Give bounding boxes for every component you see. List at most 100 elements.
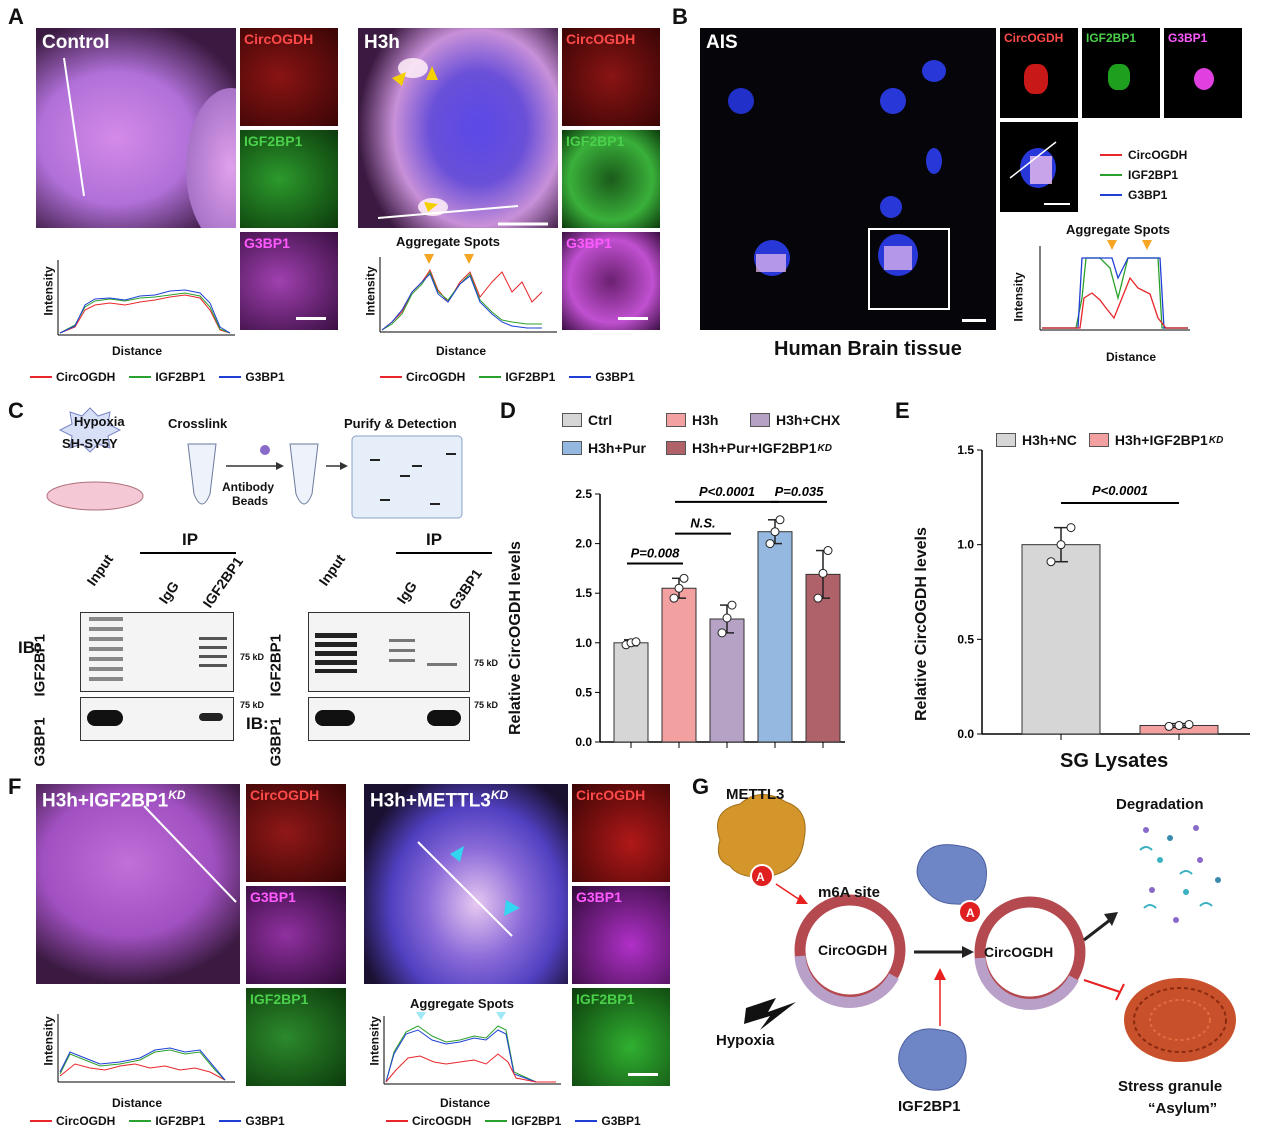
y-tick-label: 1.5 <box>957 443 974 457</box>
channel-label: IGF2BP1 <box>1086 31 1137 45</box>
aggregate-spots-label: Aggregate Spots <box>396 234 501 249</box>
asylum-label: “Asylum” <box>1148 1100 1218 1117</box>
data-point <box>1184 720 1194 730</box>
f-left-title: H3h+IGF2BP1KD <box>42 788 186 812</box>
hypoxia-label: Hypoxia <box>74 414 125 429</box>
channel-label: CircOGDH <box>250 787 320 803</box>
channel-label: G3BP1 <box>244 235 290 251</box>
ip-bracket <box>396 552 492 554</box>
g3bp1-blot-left <box>80 697 234 741</box>
p-value-label: P=0.008 <box>631 545 681 560</box>
panel-e-bar-chart: 0.0 0.5 1.0 1.5 P<0.0001 <box>957 443 1250 741</box>
y-axis-label: Intensity <box>367 1016 382 1066</box>
control-title: Control <box>42 32 110 53</box>
row-label: G3BP1 <box>31 717 49 767</box>
y-axis-label: Relative CircOGDH levels <box>507 541 524 735</box>
y-tick-label: 0.0 <box>957 727 974 741</box>
mw-marker: 75 kD <box>474 700 499 710</box>
igf2bp1-blot-left <box>80 612 234 692</box>
data-point <box>1066 523 1076 533</box>
mettl3-label: METTL3 <box>726 786 785 803</box>
bar <box>613 642 649 743</box>
panel-label-a: A <box>8 4 24 29</box>
channel-label: G3BP1 <box>250 889 296 905</box>
h3h-merge-image: H3h <box>358 28 558 228</box>
antibody-label: Antibody <box>222 480 274 494</box>
channel-label: G3BP1 <box>566 235 612 251</box>
lane-label: IgG <box>155 578 182 607</box>
y-tick-label: 0.5 <box>957 632 974 646</box>
ib-label-right: IB: <box>246 714 269 733</box>
bar <box>757 531 793 743</box>
control-legend: CircOGDH IGF2BP1 G3BP1 <box>30 370 285 384</box>
y-tick-label: 2.5 <box>575 487 592 501</box>
y-tick-label: 0.0 <box>575 735 592 749</box>
panel-label-c: C <box>8 398 24 423</box>
f-left-g3bp1-image: G3BP1 <box>246 886 346 984</box>
channel-label: G3BP1 <box>576 889 622 905</box>
ais-intensity-plot <box>1039 240 1190 331</box>
data-point <box>1056 540 1066 550</box>
ais-legend: CircOGDH IGF2BP1 G3BP1 <box>1100 148 1187 202</box>
h3h-legend: CircOGDH IGF2BP1 G3BP1 <box>380 370 635 384</box>
ip-workflow-diagram <box>46 407 463 519</box>
y-axis-label: Intensity <box>1011 272 1026 322</box>
aggregate-spots-label: Aggregate Spots <box>410 996 515 1011</box>
data-point <box>717 628 727 638</box>
channel-label: IGF2BP1 <box>566 133 625 149</box>
f-left-circogdh-image: CircOGDH <box>246 784 346 882</box>
f-right-title: H3h+METTL3KD <box>370 788 509 812</box>
ais-igf2bp1-image: IGF2BP1 <box>1082 28 1160 118</box>
panel-d-bar-chart: 0.0 0.5 1.0 1.5 2.0 2.5 P=0.008 N.S. P<0.0001 P=0… <box>575 484 845 749</box>
y-axis-label: Relative CircOGDH levels <box>913 527 930 721</box>
control-intensity-plot <box>57 260 235 336</box>
panel-label-d: D <box>500 398 516 423</box>
panel-label-e: E <box>895 398 910 423</box>
ais-g3bp1-image: G3BP1 <box>1164 28 1242 118</box>
h3h-g3bp1-image: G3BP1 <box>562 232 660 330</box>
channel-label: G3BP1 <box>1168 31 1208 45</box>
mw-marker: 75 kD <box>240 700 265 710</box>
circogdh-label: CircOGDH <box>818 942 888 958</box>
panel-label-b: B <box>672 4 688 29</box>
h3h-title: H3h <box>364 32 400 53</box>
x-axis-label: Distance <box>112 1096 163 1110</box>
panel-d-legend: Ctrl H3h H3h+CHX H3h+Pur H3h+Pur+IGF2BP1… <box>562 410 892 470</box>
f-right-circogdh-image: CircOGDH <box>572 784 670 882</box>
bar <box>805 573 841 743</box>
row-label: G3BP1 <box>267 717 285 767</box>
x-axis-label: SG Lysates <box>1060 750 1169 772</box>
ip-bracket <box>140 552 236 554</box>
mechanism-diagram <box>717 794 1236 1091</box>
lane-label: IGF2BP1 <box>199 553 247 611</box>
aggregate-spots-label: Aggregate Spots <box>1066 222 1171 237</box>
x-axis-label: Distance <box>1106 350 1157 364</box>
m6a-badge: A <box>966 906 975 920</box>
f-right-merge-image: H3h+METTL3KD <box>364 784 568 984</box>
f-left-igf2bp1-image: IGF2BP1 <box>246 988 346 1086</box>
f-left-intensity-plot <box>57 1014 235 1083</box>
data-point <box>775 515 785 525</box>
data-point <box>823 546 833 556</box>
control-merge-image: Control <box>36 28 236 228</box>
crosslink-label: Crosslink <box>168 416 228 431</box>
x-axis-label: Distance <box>440 1096 491 1110</box>
data-point <box>669 593 679 603</box>
data-point <box>679 573 689 583</box>
data-point <box>765 539 775 549</box>
cell-line-label: SH-SY5Y <box>62 436 118 451</box>
mw-marker: 75 kD <box>474 658 499 668</box>
bar <box>1021 544 1101 735</box>
lane-label: IgG <box>393 578 420 607</box>
g3bp1-blot-right <box>308 697 470 741</box>
data-point <box>674 583 684 593</box>
channel-label: CircOGDH <box>1004 31 1064 45</box>
panel-label-f: F <box>8 774 22 799</box>
p-value-label: P=0.035 <box>775 484 825 499</box>
ais-tissue-image: AIS <box>700 28 996 330</box>
ais-circogdh-image: CircOGDH <box>1000 28 1078 118</box>
control-igf2bp1-image: IGF2BP1 <box>240 130 338 228</box>
h3h-igf2bp1-image: IGF2BP1 <box>562 130 660 228</box>
stress-granule-label: Stress granule <box>1118 1078 1223 1095</box>
igf2bp1-label: IGF2BP1 <box>898 1098 961 1115</box>
